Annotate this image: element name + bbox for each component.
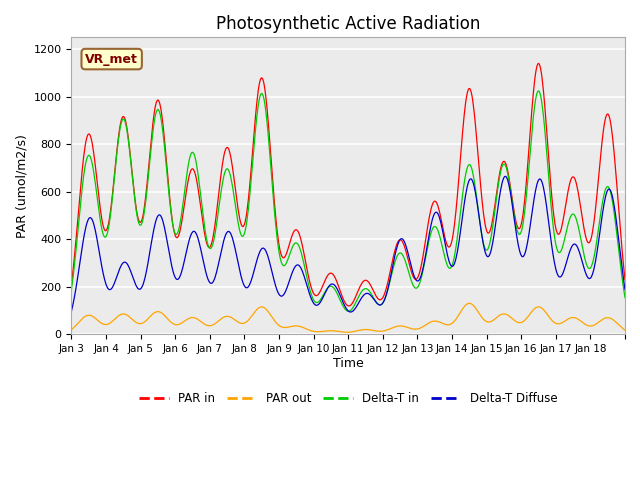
- PAR in: [262, 92, 269, 97]
- Text: VR_met: VR_met: [85, 53, 138, 66]
- PAR in: [283, 251, 291, 256]
- PAR out: [234, 319, 242, 325]
- PAR in: [345, 303, 353, 309]
- PAR out: [68, 327, 76, 333]
- Delta-T Diffuse: [283, 286, 291, 292]
- Line: PAR in: PAR in: [72, 63, 625, 306]
- Delta-T Diffuse: [262, 248, 269, 253]
- Delta-T in: [345, 308, 353, 314]
- PAR in: [234, 207, 242, 213]
- PAR in: [132, 206, 140, 212]
- PAR out: [621, 327, 629, 333]
- Delta-T Diffuse: [621, 287, 629, 292]
- Title: Photosynthetic Active Radiation: Photosynthetic Active Radiation: [216, 15, 481, 33]
- Delta-T in: [262, 106, 269, 112]
- PAR in: [406, 264, 413, 270]
- Delta-T Diffuse: [501, 173, 509, 179]
- Delta-T Diffuse: [347, 309, 355, 315]
- Delta-T in: [132, 209, 140, 215]
- PAR in: [68, 282, 76, 288]
- Delta-T Diffuse: [234, 260, 242, 266]
- Delta-T Diffuse: [68, 308, 76, 314]
- PAR out: [437, 320, 445, 325]
- PAR out: [262, 306, 269, 312]
- Delta-T Diffuse: [437, 220, 445, 226]
- PAR out: [406, 325, 413, 331]
- Line: Delta-T in: Delta-T in: [72, 91, 625, 311]
- Delta-T in: [68, 287, 76, 293]
- PAR in: [437, 216, 445, 221]
- PAR in: [534, 60, 542, 66]
- PAR out: [343, 329, 351, 335]
- X-axis label: Time: Time: [333, 357, 364, 370]
- PAR out: [132, 320, 140, 325]
- PAR out: [465, 300, 473, 306]
- PAR out: [283, 324, 291, 330]
- Delta-T in: [283, 260, 291, 265]
- Line: Delta-T Diffuse: Delta-T Diffuse: [72, 176, 625, 312]
- Delta-T Diffuse: [132, 283, 140, 289]
- Delta-T in: [406, 274, 413, 279]
- Delta-T in: [534, 88, 542, 94]
- Y-axis label: PAR (umol/m2/s): PAR (umol/m2/s): [15, 134, 28, 238]
- PAR in: [621, 276, 629, 282]
- Delta-T Diffuse: [406, 258, 413, 264]
- Delta-T in: [437, 238, 445, 244]
- Line: PAR out: PAR out: [72, 303, 625, 332]
- Delta-T in: [234, 220, 242, 226]
- Delta-T in: [621, 295, 629, 300]
- Legend: PAR in, PAR out, Delta-T in, Delta-T Diffuse: PAR in, PAR out, Delta-T in, Delta-T Dif…: [134, 388, 562, 410]
